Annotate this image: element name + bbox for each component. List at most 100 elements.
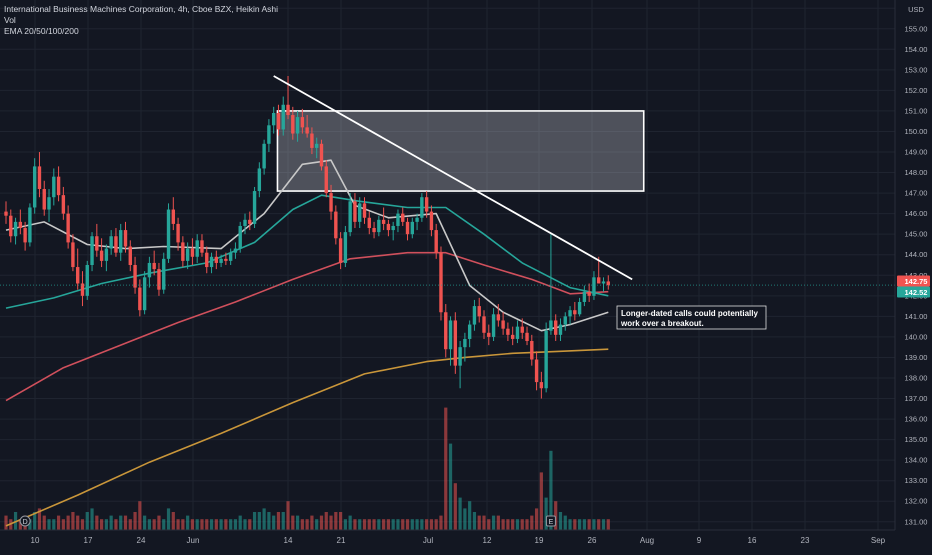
price-tick-label: 154.00 [905,45,928,54]
time-tick-label: 23 [801,536,810,545]
candle [209,252,214,274]
candle [219,254,223,268]
volume-bar [133,512,137,530]
candle-body [243,219,247,226]
legend-vol: Vol [4,15,16,25]
candle-body [568,310,572,317]
candle-body [534,359,539,383]
candle-body [4,211,8,216]
volume-bar [195,519,199,530]
volume-bar [37,508,42,530]
candle-body [587,291,591,296]
candle [381,207,386,231]
price-tick-label: 153.00 [905,65,928,74]
candle-body [224,258,228,261]
legend-title: International Business Machines Corporat… [4,4,279,14]
candle-body [563,316,567,325]
volume-bar [444,407,448,530]
volume-bar [448,443,453,530]
candles [4,76,610,399]
candle [601,277,606,292]
candle [482,310,486,339]
candle [329,184,333,220]
candle-body [530,341,534,360]
candle [391,221,395,241]
candle [133,256,137,294]
candle [415,213,419,231]
candle-body [597,277,601,284]
marker-label: D [23,519,28,526]
candle-body [439,252,443,313]
marker-earnings-box [545,515,556,527]
candle [592,271,596,300]
price-tick-label: 144.00 [905,250,928,259]
candle [267,119,271,153]
volume-bar [310,515,314,530]
candle [104,244,109,272]
volume-bar [252,512,257,530]
volume-bar [539,472,543,530]
candle-body [372,228,376,233]
candle [386,219,391,237]
candle-body [267,125,271,144]
candle [147,256,152,288]
candle [23,221,27,251]
price-tick-label: 140.00 [905,332,928,341]
volume-bar [597,519,601,530]
volume-bar [190,519,195,530]
volume-bar [295,515,300,530]
price-tick-label: 147.00 [905,189,928,198]
candle [477,297,481,323]
candle [228,248,233,265]
volume-bar [52,519,56,530]
volume-bar [305,519,309,530]
price-tick-label: 152.00 [905,86,928,95]
volume-bar [138,501,142,530]
candle [501,312,505,335]
candle [439,246,443,321]
candle-body [444,312,448,350]
time-tick-label: 24 [137,536,146,545]
volume-bar [162,519,166,530]
volume-bar [396,519,400,530]
candle-body [71,242,75,268]
price-tick-label: 146.00 [905,209,928,218]
volume-bar [128,519,132,530]
candle-body [305,127,309,134]
candle-body [257,168,262,192]
candle [510,326,515,346]
volume-bar [28,519,32,530]
price-badge-label: 142.75 [905,277,928,286]
price-tick-label: 132.00 [905,497,928,506]
candle-body [582,291,587,302]
volume-bar [143,515,147,530]
volume-bar [104,519,108,530]
volume-bar [248,519,252,530]
candle-body [128,246,132,265]
candle-body [358,203,362,222]
volume-bar [100,519,104,530]
volume-bar [214,519,218,530]
candle [568,306,572,325]
volume-bar [578,519,582,530]
candle-body [85,265,89,296]
candle [362,197,367,224]
candle-body [205,252,209,268]
volume-bar [592,519,596,530]
candle-body [510,334,515,339]
candle [353,193,357,229]
price-tick-label: 149.00 [905,148,928,157]
candle [32,158,37,214]
candle-body [310,133,314,148]
candle-body [396,213,400,226]
candle [295,110,300,142]
volume-bar [496,515,500,530]
candle [185,242,190,270]
candle-body [592,277,596,296]
volume-bar [238,515,242,530]
volume-bar [47,519,51,530]
candle [28,203,32,247]
volume-bar [391,519,395,530]
